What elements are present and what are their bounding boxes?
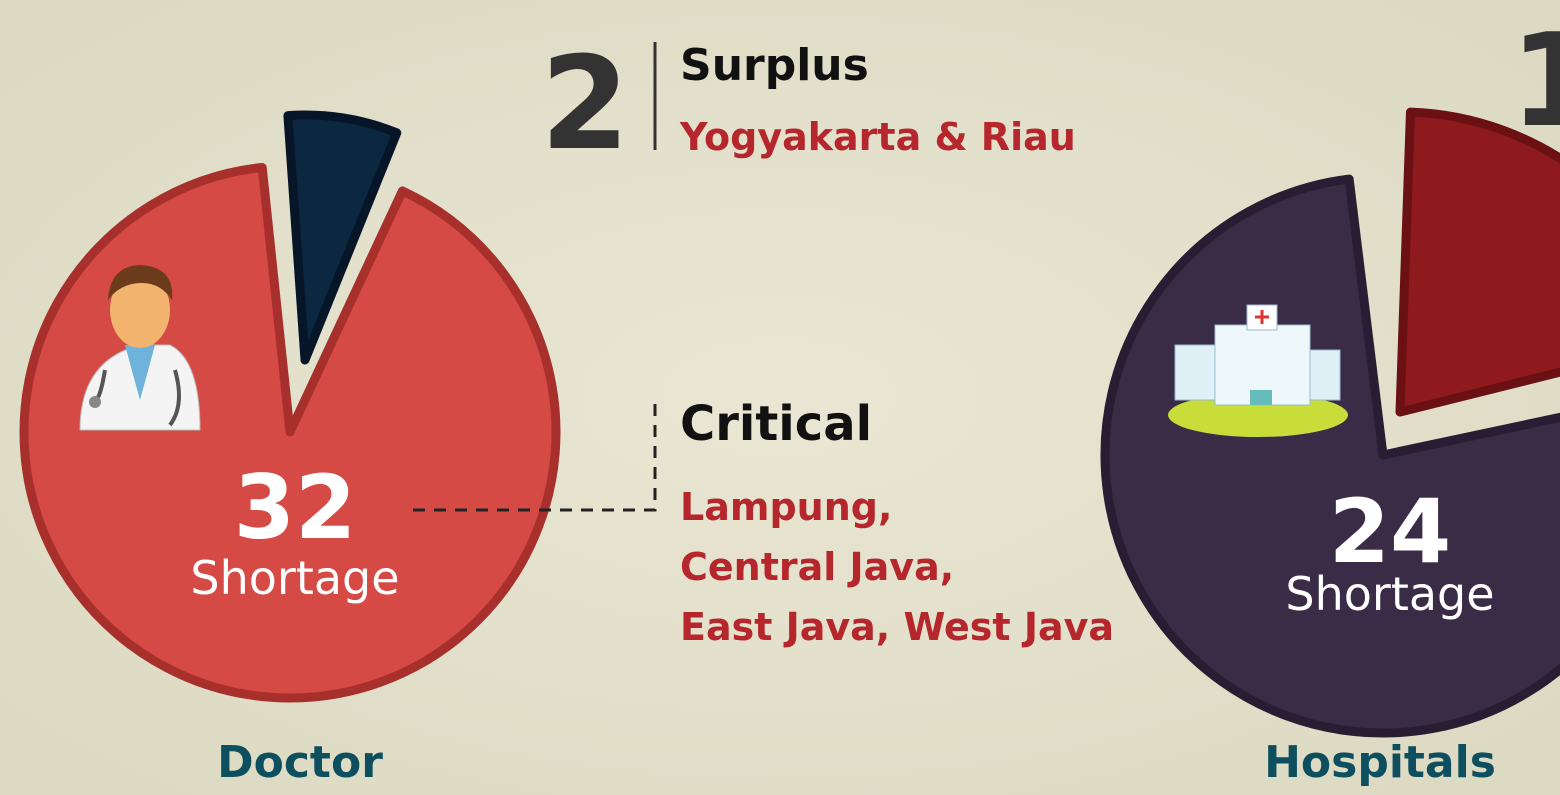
hospitals-number: 24 [1329, 480, 1451, 583]
hospitals-label: Shortage [1285, 567, 1494, 621]
critical-region: Lampung, [680, 485, 892, 529]
connector [413, 400, 657, 512]
surplus-title: Surplus [680, 40, 869, 91]
surplus-number: 2 [540, 30, 629, 179]
critical-title: Critical [680, 396, 872, 452]
pies [19, 107, 1560, 738]
doctor-icon [79, 265, 201, 431]
doctor-number: 32 [234, 456, 356, 559]
doctor-label: Shortage [190, 551, 399, 605]
doctor-surplus-wedge [283, 110, 402, 365]
critical-region: East Java, West Java [680, 605, 1114, 649]
corner-number: 1 [1510, 7, 1560, 156]
critical-region: Central Java, [680, 545, 954, 589]
surplus-regions: Yogyakarta & Riau [679, 115, 1076, 159]
hospital-surplus-wedge [1395, 107, 1560, 417]
doctor-title: Doctor [217, 737, 383, 788]
hospital-pie [1100, 174, 1560, 738]
hospitals-title: Hospitals [1264, 737, 1496, 788]
hospital-icon [1168, 304, 1348, 437]
